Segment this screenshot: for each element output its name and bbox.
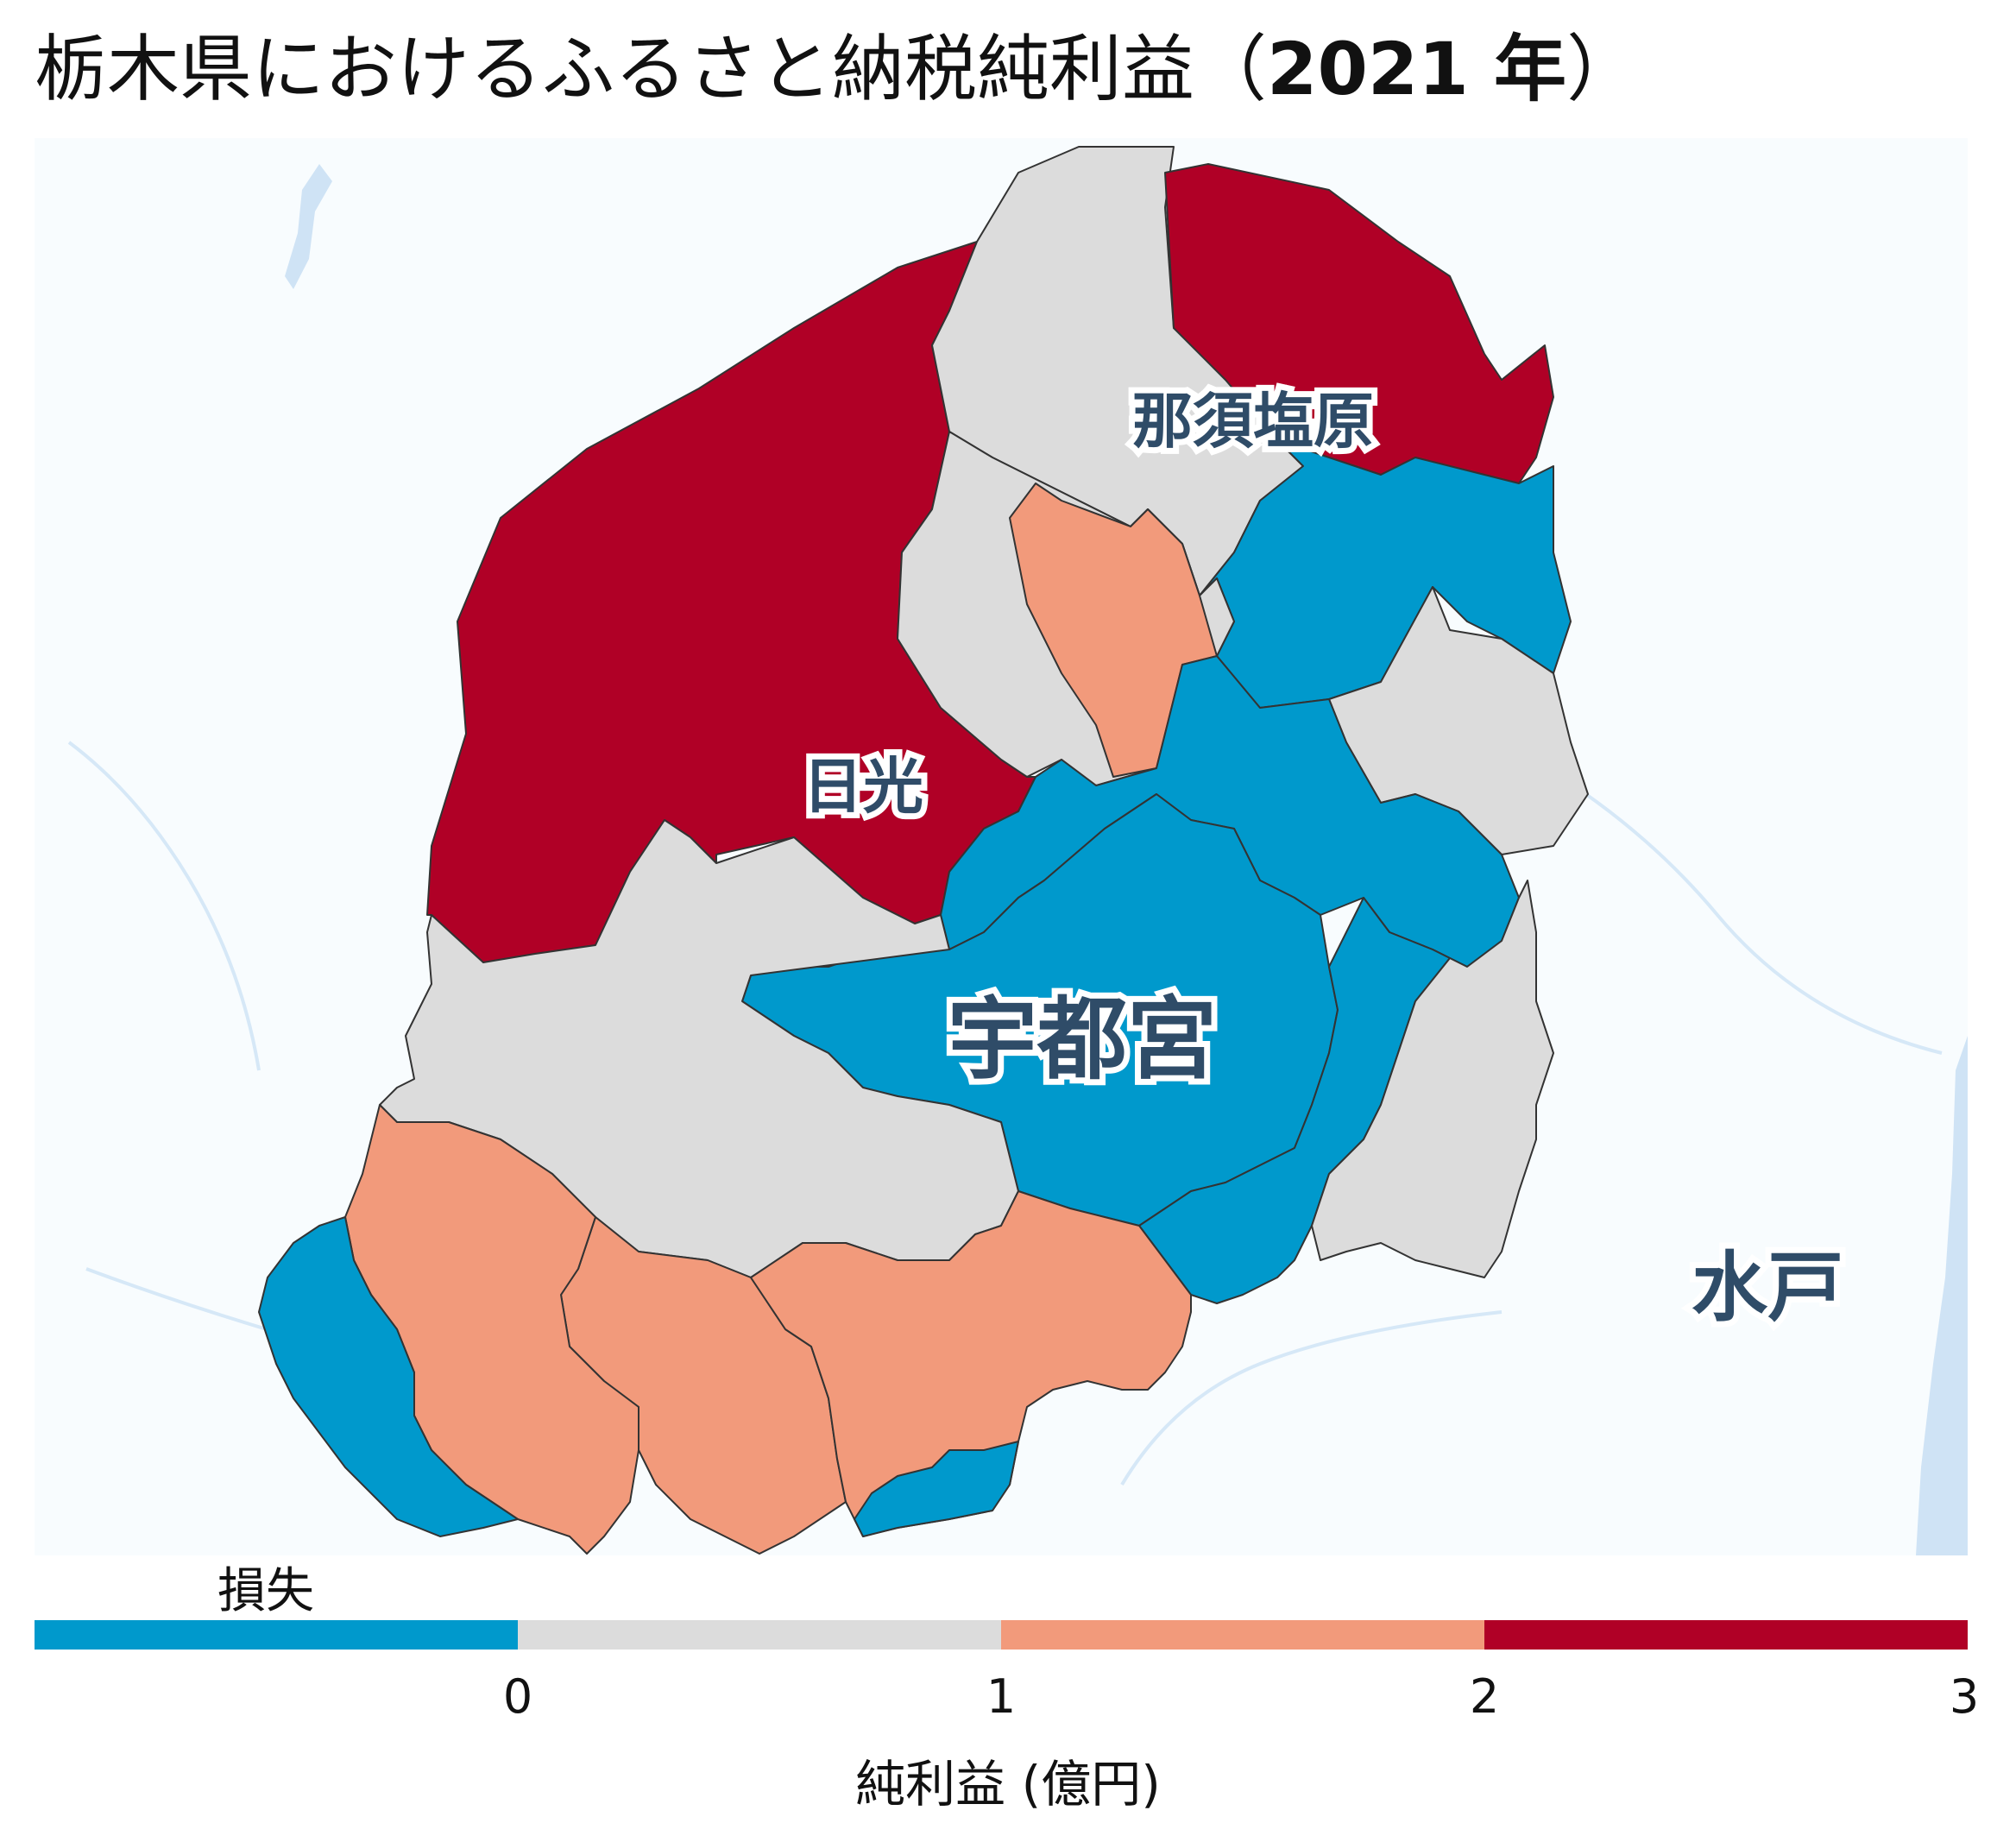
municipality [750, 1190, 1192, 1537]
legend-loss-label: 損失 [217, 1563, 314, 1619]
legend-bin-0-1 [518, 1620, 1001, 1650]
municipality [258, 1216, 519, 1537]
reservoir [285, 164, 332, 289]
legend-tick-1: 1 [986, 1669, 1017, 1724]
city-label-nikko: 日光 [803, 751, 923, 822]
city-label-nasushiobara: 那須塩原 [1132, 386, 1374, 457]
pacific-ocean [1916, 1036, 1968, 1555]
river [1120, 1310, 1503, 1486]
legend-tick-2: 2 [1469, 1669, 1500, 1724]
legend-bin-1-2 [1001, 1620, 1484, 1650]
city-label-mito: 水戸 [1692, 1243, 1843, 1332]
map-title: 栃木県におけるふるさと納税純利益（2021 年） [35, 26, 1639, 113]
legend-tick-3: 3 [1949, 1669, 1980, 1724]
map-area: 那須塩原 日光 宇都宮 水戸 [35, 138, 1968, 1555]
river [67, 741, 261, 1071]
legend-bin-2-3 [1484, 1620, 1968, 1650]
legend-bin-loss [35, 1620, 518, 1650]
title-year: 2021 年 [1267, 27, 1567, 111]
municipality [1164, 163, 1554, 484]
title-close: ） [1566, 27, 1640, 111]
municipality [854, 1441, 1019, 1537]
title-main: 栃木県におけるふるさと納税純利益（ [35, 27, 1268, 111]
city-label-utsunomiya: 宇都宮 [948, 987, 1217, 1092]
map-canvas: 那須塩原 日光 宇都宮 水戸 [67, 146, 1968, 1555]
legend-tick-0: 0 [502, 1669, 533, 1724]
legend-axis-title: 純利益 (億円) [855, 1755, 1161, 1814]
legend: 損失 0 1 2 3 純利益 (億円) [0, 1545, 2016, 1821]
municipality [1311, 880, 1554, 1278]
